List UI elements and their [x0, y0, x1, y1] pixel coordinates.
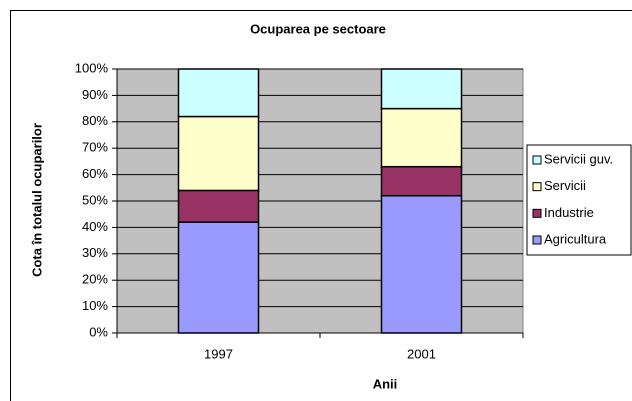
legend-label: Servicii: [544, 178, 586, 193]
y-tick-label: 70%: [82, 140, 108, 155]
y-tick-label: 0%: [89, 324, 108, 339]
y-tick-label: 80%: [82, 113, 108, 128]
x-tick-label: 1997: [204, 346, 233, 361]
bar-segment: [380, 107, 463, 168]
legend-swatch: [532, 208, 542, 218]
bar-segment: [380, 68, 463, 110]
bar-segment: [177, 115, 260, 192]
y-tick-label: 40%: [82, 219, 108, 234]
x-tick-label: 2001: [407, 346, 436, 361]
legend-label: Servicii guv.: [544, 151, 613, 166]
chart-title: Ocuparea pe sectoare: [250, 21, 386, 36]
legend-label: Agricultura: [544, 231, 607, 246]
y-tick-label: 50%: [82, 192, 108, 207]
y-tick-label: 10%: [82, 298, 108, 313]
y-tick-label: 30%: [82, 245, 108, 260]
legend-swatch: [532, 235, 542, 245]
legend-swatch: [532, 182, 542, 192]
y-axis-label: Cota în totalul ocuparilor: [29, 123, 44, 277]
bar-segment: [380, 194, 463, 334]
y-tick-label: 60%: [82, 166, 108, 181]
bar-segment: [177, 221, 260, 334]
legend-box: [526, 144, 632, 256]
y-tick-label: 90%: [82, 87, 108, 102]
y-tick-label: 100%: [75, 60, 109, 75]
y-tick-label: 20%: [82, 272, 108, 287]
legend-swatch: [532, 155, 542, 165]
bar-segment: [177, 68, 260, 118]
legend-label: Industrie: [544, 205, 594, 220]
x-axis-label: Anii: [373, 376, 398, 391]
bar-segment: [177, 189, 260, 223]
bar-segment: [380, 165, 463, 197]
